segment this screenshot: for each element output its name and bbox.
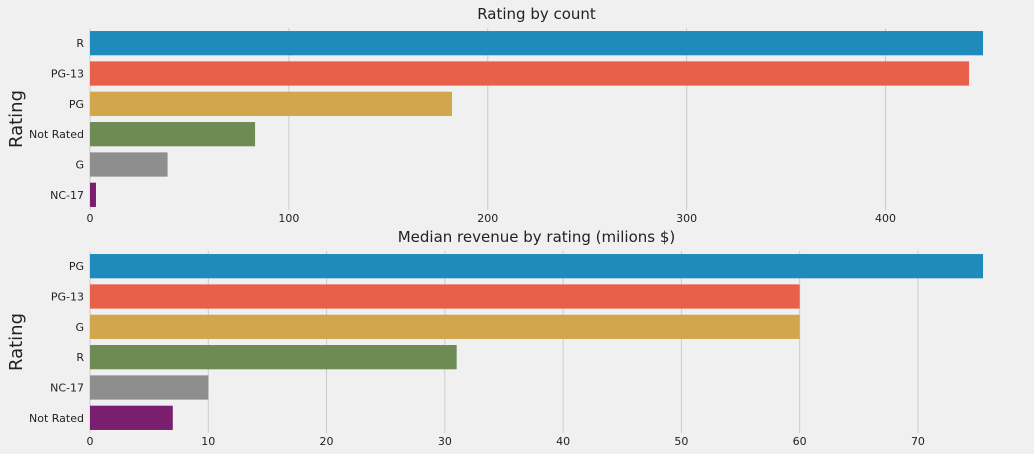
y-tick-label: G	[75, 159, 84, 172]
x-tick-label: 60	[793, 435, 807, 448]
x-tick-label: 70	[911, 435, 925, 448]
y-tick-label: PG	[69, 98, 84, 111]
bar-g	[90, 152, 168, 177]
chart-rating-by-count: R PG-13 PG Not Rated G NC-170 100 200 300 400 Rati…	[6, 5, 983, 225]
x-tick-label: 50	[674, 435, 688, 448]
x-tick-label: 300	[676, 212, 697, 225]
y-tick-label: Not Rated	[29, 412, 84, 425]
y-tick-label: NC-17	[50, 189, 84, 202]
x-tick-label: 30	[438, 435, 452, 448]
bar-pg-13	[90, 61, 970, 86]
x-tick-label: 400	[875, 212, 896, 225]
x-tick-label: 10	[201, 435, 215, 448]
bar-pg-13	[90, 284, 800, 309]
bar-g	[90, 314, 800, 339]
chart-title: Rating by count	[477, 5, 596, 23]
bar-r	[90, 345, 457, 370]
bar-not-rated	[90, 122, 256, 147]
y-tick-label: NC-17	[50, 382, 84, 395]
y-tick-label: PG-13	[51, 291, 84, 304]
x-tick-label: 0	[87, 435, 94, 448]
y-tick-label: PG-13	[51, 68, 84, 81]
bar-r	[90, 31, 983, 56]
y-tick-label: R	[76, 37, 84, 50]
x-tick-label: 20	[320, 435, 334, 448]
x-tick-label: 100	[278, 212, 299, 225]
y-tick-label: R	[76, 351, 84, 364]
bar-nc-17	[90, 375, 209, 400]
x-tick-label: 200	[477, 212, 498, 225]
y-tick-label: PG	[69, 260, 84, 273]
bar-nc-17	[90, 182, 96, 207]
bar-pg	[90, 254, 983, 279]
y-axis-title: Rating	[6, 313, 27, 371]
chart-title: Median revenue by rating (milions $)	[398, 228, 676, 246]
bar-pg	[90, 91, 452, 116]
x-tick-label: 0	[87, 212, 94, 225]
y-axis-title: Rating	[6, 90, 27, 148]
y-tick-label: Not Rated	[29, 128, 84, 141]
x-tick-label: 40	[556, 435, 570, 448]
y-tick-label: G	[75, 321, 84, 334]
bar-not-rated	[90, 405, 173, 430]
